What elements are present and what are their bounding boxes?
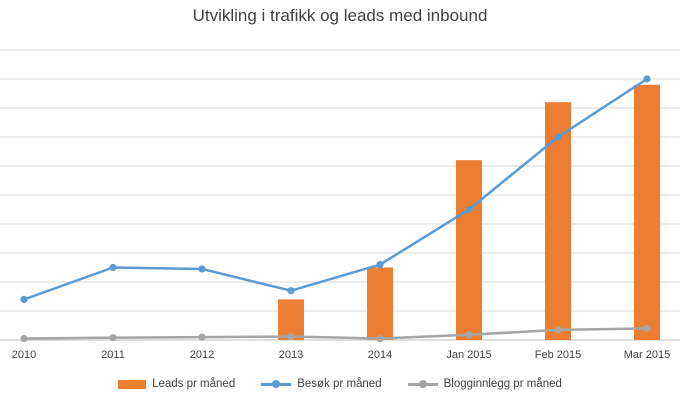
data-point	[109, 334, 117, 342]
bar	[634, 84, 660, 340]
x-tick-label: Jan 2015	[446, 349, 491, 361]
legend-label-besok: Besøk pr måned	[297, 378, 382, 390]
x-tick-label: 2014	[368, 349, 392, 361]
legend-swatch-blogg	[407, 379, 438, 389]
legend-label-blogg: Blogginnlegg pr måned	[443, 378, 562, 390]
x-tick-label: 2011	[101, 349, 125, 361]
data-point	[554, 326, 562, 334]
data-point	[198, 333, 206, 341]
legend-label-leads: Leads pr måned	[152, 378, 236, 390]
series-line	[23, 327, 648, 340]
chart-title: Utvikling i trafikk og leads med inbound	[192, 6, 488, 25]
data-point	[643, 75, 651, 83]
data-point	[643, 324, 651, 332]
legend-swatch-leads	[118, 379, 147, 389]
legend-item-besok: Besøk pr måned	[261, 378, 382, 390]
legend-item-leads: Leads pr måned	[118, 378, 235, 390]
data-point	[376, 261, 384, 269]
x-tick-label: 2013	[279, 349, 303, 361]
bar	[545, 102, 571, 340]
data-point	[287, 332, 295, 341]
legend: Leads pr måned Besøk pr måned Blogginnle…	[0, 378, 680, 390]
data-point	[20, 295, 28, 303]
bar	[456, 160, 482, 340]
data-point	[376, 334, 384, 343]
data-point	[465, 205, 473, 214]
data-point	[554, 133, 562, 141]
legend-item-blogg: Blogginnlegg pr måned	[407, 378, 562, 390]
data-point	[465, 331, 473, 339]
x-tick-label: 2012	[190, 349, 214, 361]
series-line	[23, 77, 648, 301]
data-point	[198, 265, 206, 273]
x-tick-label: Feb 2015	[535, 349, 581, 361]
legend-swatch-besok	[261, 379, 292, 389]
x-tick-label: 2010	[12, 349, 36, 361]
bar	[367, 267, 393, 340]
data-point	[20, 334, 28, 343]
data-point	[287, 287, 295, 295]
data-point	[109, 263, 117, 272]
x-tick-label: Mar 2015	[624, 349, 670, 361]
